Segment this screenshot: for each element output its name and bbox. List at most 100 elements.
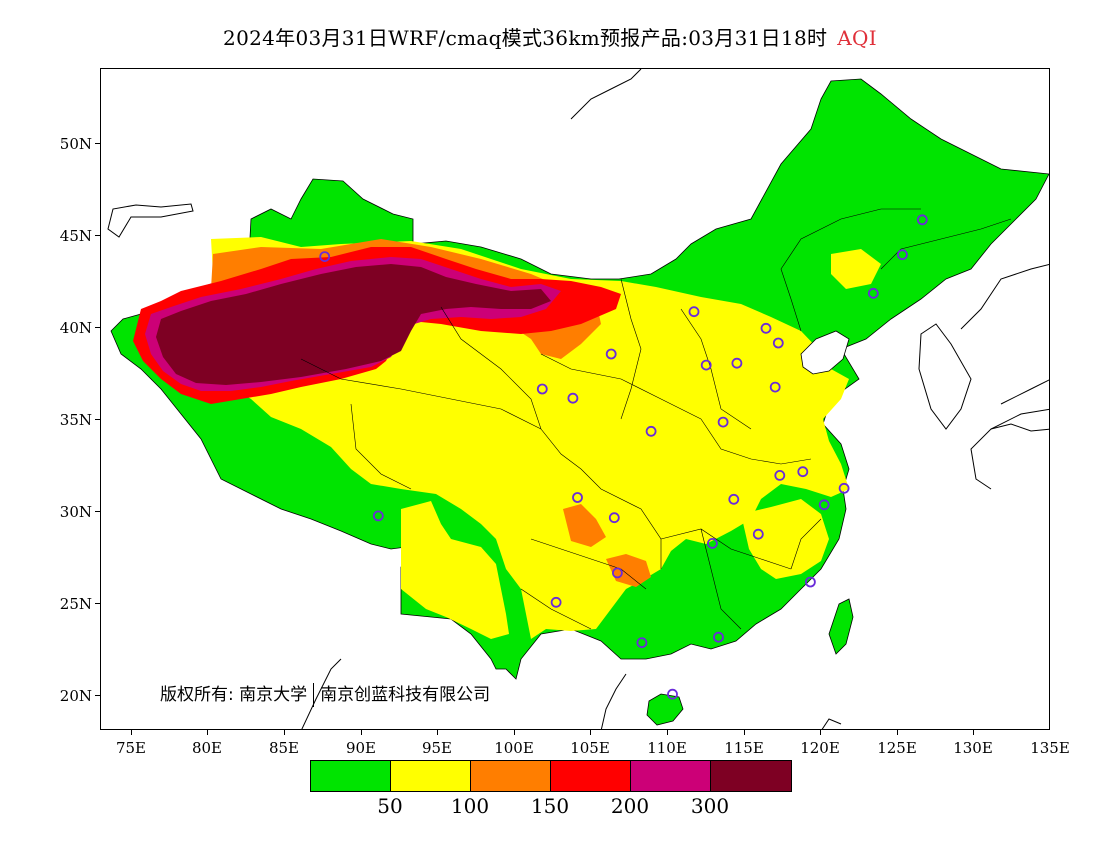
legend-swatch xyxy=(711,761,791,791)
station-marker[interactable] xyxy=(550,596,562,608)
lat-tick-label: 45N xyxy=(59,227,92,245)
lon-tick-mark xyxy=(897,729,898,735)
aqi-sensitive-southwest xyxy=(606,554,651,587)
station-marker[interactable] xyxy=(688,306,700,318)
copyright-org-chuanglan: 南京创蓝科技有限公司 xyxy=(320,685,491,705)
lon-tick-label: 130E xyxy=(953,739,993,757)
lon-tick-label: 120E xyxy=(800,739,840,757)
station-marker[interactable] xyxy=(605,348,617,360)
station-marker[interactable] xyxy=(667,688,678,700)
station-marker[interactable] xyxy=(752,528,764,540)
hainan-island xyxy=(646,693,684,726)
station-marker[interactable] xyxy=(728,493,740,505)
lat-tick-mark xyxy=(95,695,101,696)
station-marker[interactable] xyxy=(818,499,830,511)
legend-threshold-label: 300 xyxy=(690,794,730,818)
station-marker[interactable] xyxy=(774,469,786,481)
aqi-moderate-northeast xyxy=(831,249,881,289)
lon-tick-mark xyxy=(667,729,668,735)
lat-tick-label: 40N xyxy=(59,319,92,337)
station-marker[interactable] xyxy=(867,287,879,299)
lat-tick-mark xyxy=(95,235,101,236)
station-marker[interactable] xyxy=(797,466,809,478)
lon-tick-label: 85E xyxy=(268,739,300,757)
lon-tick-mark xyxy=(973,729,974,735)
lon-tick-label: 105E xyxy=(570,739,610,757)
station-marker[interactable] xyxy=(608,512,620,524)
title-text: 2024年03月31日WRF/cmaq模式36km预报产品:03月31日18时 xyxy=(223,26,828,50)
aqi-moderate-southwest xyxy=(401,501,509,639)
lon-tick-label: 75E xyxy=(115,739,147,757)
legend-swatch xyxy=(631,761,711,791)
lon-tick-label: 135E xyxy=(1030,739,1070,757)
lat-tick-label: 20N xyxy=(59,687,92,705)
legend-swatch xyxy=(311,761,391,791)
lon-tick-mark xyxy=(744,729,745,735)
lon-tick-mark xyxy=(131,729,132,735)
lat-tick-label: 30N xyxy=(59,503,92,521)
station-marker[interactable] xyxy=(536,383,548,395)
aqi-sensitive-central xyxy=(563,504,606,547)
legend-swatch xyxy=(551,761,631,791)
station-marker[interactable] xyxy=(612,567,623,579)
aqi-map xyxy=(107,69,1049,729)
station-marker[interactable] xyxy=(772,337,784,349)
station-marker[interactable] xyxy=(319,251,331,263)
product-label: AQI xyxy=(837,26,877,50)
lon-tick-mark xyxy=(361,729,362,735)
copyright-divider xyxy=(313,683,315,707)
lat-tick-mark xyxy=(95,419,101,420)
legend-swatch xyxy=(471,761,551,791)
lon-tick-mark xyxy=(437,729,438,735)
lon-tick-mark xyxy=(207,729,208,735)
lat-tick-mark xyxy=(95,143,101,144)
map-title: 2024年03月31日WRF/cmaq模式36km预报产品:03月31日18时 A… xyxy=(0,22,1100,51)
lon-tick-mark xyxy=(514,729,515,735)
lon-tick-label: 100E xyxy=(494,739,534,757)
station-marker[interactable] xyxy=(700,359,712,371)
lat-tick-label: 50N xyxy=(59,135,92,153)
station-marker[interactable] xyxy=(372,510,384,522)
lat-tick-mark xyxy=(95,603,101,604)
lon-tick-mark xyxy=(590,729,591,735)
neighbor-coastlines xyxy=(107,69,1049,729)
taiwan-island xyxy=(828,598,854,655)
lat-tick-label: 35N xyxy=(59,411,92,429)
aqi-color-legend xyxy=(310,760,792,792)
lat-tick-mark xyxy=(95,327,101,328)
legend-swatch xyxy=(391,761,471,791)
station-marker[interactable] xyxy=(769,381,781,393)
station-marker[interactable] xyxy=(645,425,657,437)
station-marker[interactable] xyxy=(805,576,816,588)
lon-tick-label: 125E xyxy=(877,739,917,757)
station-marker[interactable] xyxy=(897,249,908,261)
station-marker[interactable] xyxy=(717,416,729,428)
legend-threshold-label: 200 xyxy=(610,794,650,818)
copyright-notice: 版权所有: 南京大学 南京创蓝科技有限公司 xyxy=(160,680,490,707)
monitoring-stations xyxy=(319,214,928,700)
lon-tick-label: 110E xyxy=(647,739,687,757)
map-panel[interactable] xyxy=(100,68,1050,730)
lat-tick-mark xyxy=(95,511,101,512)
legend-threshold-label: 150 xyxy=(530,794,570,818)
station-marker[interactable] xyxy=(713,631,724,643)
station-marker[interactable] xyxy=(572,492,583,503)
station-marker[interactable] xyxy=(916,214,928,226)
station-marker[interactable] xyxy=(567,392,579,404)
station-marker[interactable] xyxy=(838,482,850,494)
aqi-moderate-east xyxy=(741,499,829,579)
copyright-label: 版权所有: xyxy=(160,685,234,705)
lon-tick-mark xyxy=(284,729,285,735)
lon-tick-label: 80E xyxy=(191,739,223,757)
aqi-hazardous-region xyxy=(156,264,551,385)
lon-tick-label: 95E xyxy=(421,739,453,757)
station-marker[interactable] xyxy=(760,322,772,334)
province-borders xyxy=(300,208,1012,630)
station-marker[interactable] xyxy=(731,357,743,369)
station-marker[interactable] xyxy=(636,637,648,649)
station-marker[interactable] xyxy=(707,537,718,549)
copyright-org-nju: 南京大学 xyxy=(239,685,308,705)
lat-tick-label: 25N xyxy=(59,595,92,613)
bohai-sea xyxy=(800,330,850,375)
aqi-fill-layer xyxy=(110,78,1049,726)
